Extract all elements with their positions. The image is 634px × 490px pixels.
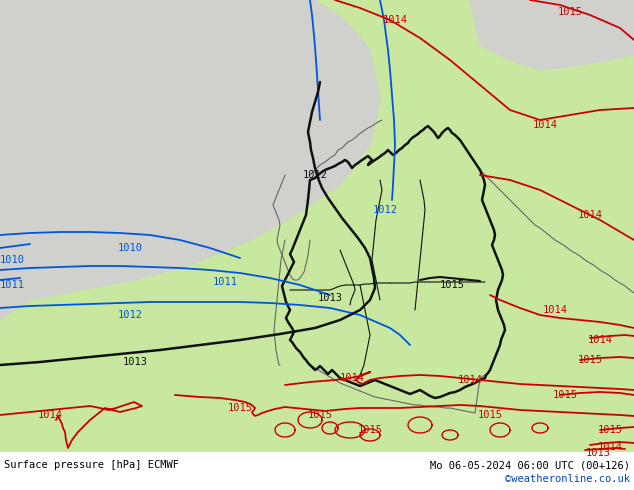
- Text: 1014: 1014: [578, 210, 602, 220]
- Text: 1012: 1012: [373, 205, 398, 215]
- Text: 1014: 1014: [382, 15, 408, 25]
- Polygon shape: [0, 0, 634, 452]
- Text: 1014: 1014: [588, 335, 612, 345]
- Text: 1015: 1015: [557, 7, 583, 17]
- Text: 1015: 1015: [228, 403, 252, 413]
- Polygon shape: [0, 0, 380, 320]
- Text: 1015: 1015: [307, 410, 332, 420]
- Text: 1015: 1015: [439, 280, 465, 290]
- Text: 1011: 1011: [0, 280, 25, 290]
- Text: 1015: 1015: [597, 425, 623, 435]
- Text: Mo 06-05-2024 06:00 UTC (00+126): Mo 06-05-2024 06:00 UTC (00+126): [430, 460, 630, 470]
- Text: Surface pressure [hPa] ECMWF: Surface pressure [hPa] ECMWF: [4, 460, 179, 470]
- Text: 1015: 1015: [578, 355, 602, 365]
- Polygon shape: [470, 0, 634, 70]
- Text: 1012: 1012: [117, 310, 143, 320]
- Text: 1013: 1013: [586, 448, 611, 458]
- Text: 1010: 1010: [117, 243, 143, 253]
- Text: 1014: 1014: [597, 442, 623, 452]
- Text: 1013: 1013: [122, 357, 148, 367]
- Text: 1013: 1013: [318, 293, 342, 303]
- Text: 1012: 1012: [302, 170, 328, 180]
- Text: 1010: 1010: [0, 255, 25, 265]
- Text: 1011: 1011: [212, 277, 238, 287]
- Text: 1015: 1015: [552, 390, 578, 400]
- Text: 1014: 1014: [37, 410, 63, 420]
- Text: 1015: 1015: [358, 425, 382, 435]
- Text: 1015: 1015: [477, 410, 503, 420]
- Text: 1014: 1014: [458, 375, 482, 385]
- Polygon shape: [0, 0, 295, 282]
- Text: 1014: 1014: [543, 305, 567, 315]
- Text: 1014: 1014: [533, 120, 557, 130]
- Text: ©weatheronline.co.uk: ©weatheronline.co.uk: [505, 474, 630, 484]
- Text: 1014: 1014: [339, 373, 365, 383]
